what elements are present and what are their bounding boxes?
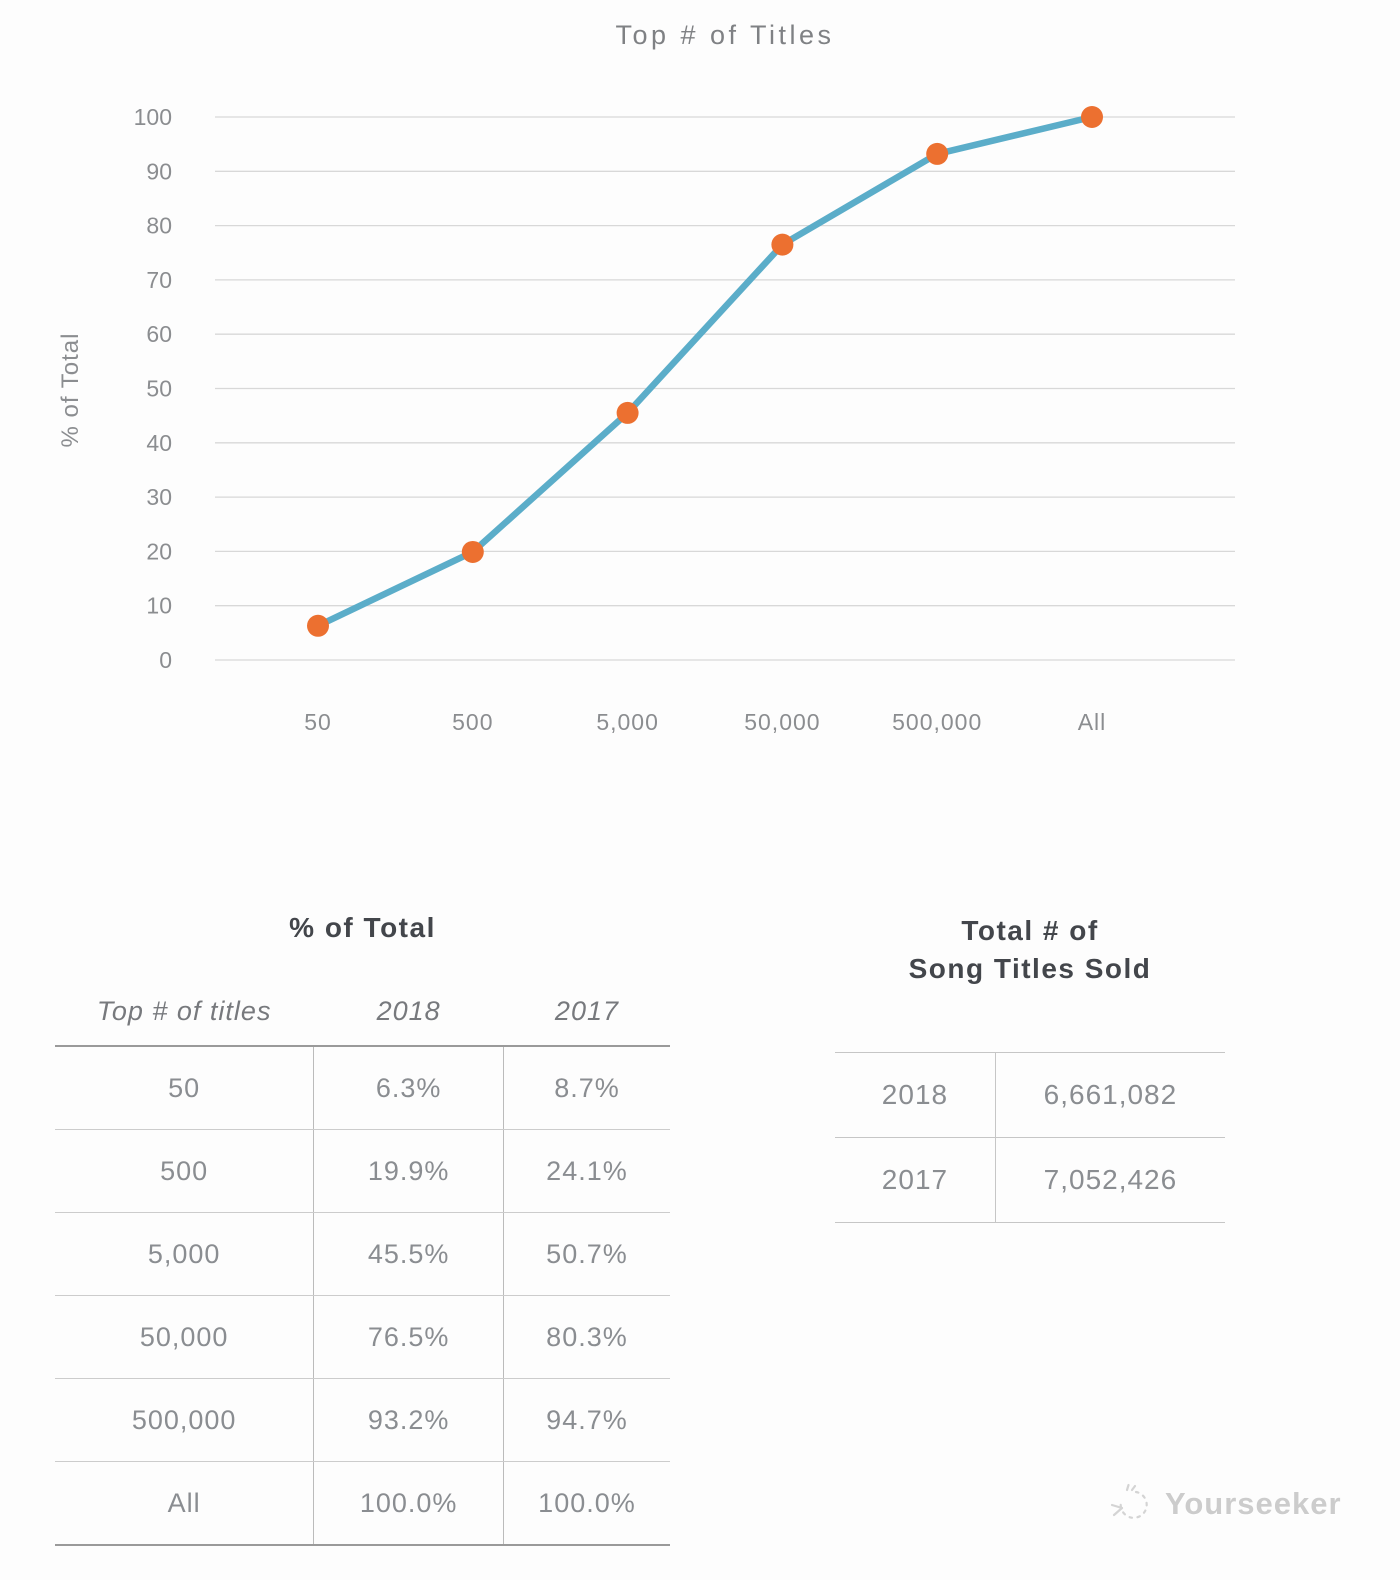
y-tick-label: 80 (146, 213, 172, 239)
totals-title-line1: Total # of (961, 915, 1099, 946)
data-point (616, 401, 639, 424)
pct-table-header-row: Top # of titles 2018 2017 (55, 996, 670, 1047)
x-tick-label: 50 (304, 709, 332, 735)
pct-table-cell: 45.5% (313, 1213, 504, 1295)
totals-table: Total # of Song Titles Sold 2018 6,661,08… (835, 912, 1225, 1223)
chart-title: Top # of Titles (615, 20, 835, 50)
pct-table-cell: 8.7% (554, 1072, 620, 1103)
pct-header-cell: 2017 (554, 996, 619, 1026)
pct-table-body: 50 6.3% 8.7% 500 19.9% 24.1% 5,000 45.5% 50.7% 50… (55, 1047, 670, 1546)
y-tick-label: 0 (159, 647, 172, 673)
x-tick-label: 500,000 (892, 709, 982, 735)
y-tick-label: 10 (146, 593, 172, 619)
y-tick-label: 70 (146, 267, 172, 293)
y-tick-label: 50 (146, 376, 172, 402)
y-tick-label: 30 (146, 484, 172, 510)
data-line-2018 (314, 113, 1096, 630)
table-row: All 100.0% 100.0% (55, 1462, 670, 1546)
pct-table-cell: 19.9% (313, 1130, 504, 1212)
x-tick-label: 50,000 (744, 709, 820, 735)
watermark: Yourseeker (1105, 1478, 1342, 1530)
y-tick-label: 60 (146, 321, 172, 347)
table-row: 500,000 93.2% 94.7% (55, 1379, 670, 1462)
table-row: 2017 7,052,426 (835, 1137, 1225, 1222)
pct-of-total-table: % of Total Top # of titles 2018 2017 50 6.3… (55, 912, 670, 1546)
totals-table-cell: 2018 (881, 1079, 949, 1110)
y-tick-label: 90 (146, 158, 172, 184)
x-tick-label: 500 (452, 709, 493, 735)
pct-table-cell: 93.2% (313, 1379, 504, 1461)
data-point (461, 540, 484, 563)
pct-table-cell: 500 (160, 1155, 209, 1186)
totals-table-title: Total # of Song Titles Sold (835, 912, 1225, 988)
table-row: 50,000 76.5% 80.3% (55, 1296, 670, 1379)
y-tick-label: 20 (146, 538, 172, 564)
table-row: 50 6.3% 8.7% (55, 1047, 670, 1130)
pct-table-cell: 80.3% (546, 1321, 628, 1352)
x-tick-label: All (1078, 709, 1107, 735)
y-tick-label: 100 (134, 104, 172, 130)
pct-table-cell: 6.3% (313, 1047, 504, 1129)
pct-table-cell: 50,000 (139, 1321, 229, 1352)
data-point (926, 142, 949, 165)
pct-table-cell: 100.0% (313, 1462, 504, 1544)
pct-table-cell: 94.7% (546, 1404, 628, 1435)
data-point (307, 614, 329, 637)
table-row: 500 19.9% 24.1% (55, 1130, 670, 1213)
pct-table-cell: 100.0% (538, 1487, 636, 1518)
totals-table-cell: 7,052,426 (994, 1138, 1225, 1222)
pct-header-cell: Top # of titles (96, 996, 272, 1026)
pct-table-cell: 5,000 (147, 1238, 221, 1269)
data-point (771, 233, 794, 256)
data-point (1081, 106, 1103, 128)
pct-table-cell: 76.5% (313, 1296, 504, 1378)
x-tick-label: 5,000 (596, 709, 659, 735)
totals-table-body: 2018 6,661,082 2017 7,052,426 (835, 1052, 1225, 1223)
line-chart: 0 10 20 30 40 50 60 70 80 90 100 % of Total 50 500 5,0… (57, 104, 1235, 735)
watermark-label: Yourseeker (1165, 1486, 1342, 1521)
totals-table-cell: 6,661,082 (994, 1053, 1225, 1137)
pct-table-cell: 50 (168, 1072, 201, 1103)
pct-table-cell: 24.1% (546, 1155, 628, 1186)
table-row: 2018 6,661,082 (835, 1053, 1225, 1137)
table-row: 5,000 45.5% 50.7% (55, 1213, 670, 1296)
y-axis-label: % of Total (57, 333, 84, 448)
yourseeker-logo-icon (1110, 1483, 1148, 1519)
totals-table-cell: 2017 (881, 1164, 949, 1195)
pct-table-title: % of Total (289, 912, 436, 943)
totals-title-line2: Song Titles Sold (908, 953, 1152, 984)
pct-table-cell: All (167, 1487, 201, 1518)
pct-table-cell: 500,000 (131, 1404, 237, 1435)
pct-table-cell: 50.7% (546, 1238, 628, 1269)
y-tick-label: 40 (146, 430, 172, 456)
pct-header-cell: 2018 (376, 996, 441, 1026)
